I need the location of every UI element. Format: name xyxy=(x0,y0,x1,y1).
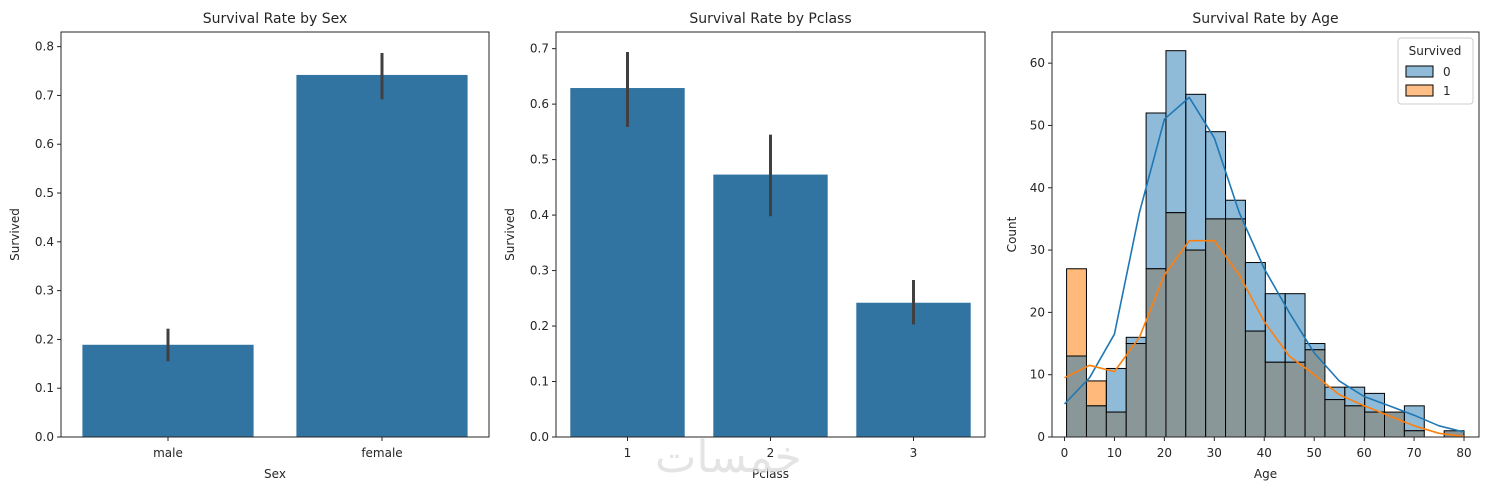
x-tick-label: 10 xyxy=(1107,446,1122,460)
y-tick-label: 0.1 xyxy=(35,381,54,395)
legend-label-1: 1 xyxy=(1443,84,1451,98)
y-tick-label: 0.7 xyxy=(35,88,54,102)
y-tick-label: 30 xyxy=(1030,243,1045,257)
y-tick-label: 0.1 xyxy=(530,375,549,389)
chart-title: Survival Rate by Pclass xyxy=(689,11,851,27)
hist-bar-overlap xyxy=(1324,399,1346,438)
y-tick-label: 0.5 xyxy=(35,186,54,200)
y-tick-label: 0.0 xyxy=(530,430,549,444)
y-tick-label: 0.3 xyxy=(35,284,54,298)
y-tick-label: 0 xyxy=(1037,430,1045,444)
hist-bar-overlap xyxy=(1264,361,1286,438)
hist-bar-overlap xyxy=(1403,430,1425,438)
hist-bar-upper xyxy=(1145,112,1167,270)
x-tick-label: 50 xyxy=(1307,446,1322,460)
bar-2 xyxy=(713,174,828,437)
x-tick-label: 70 xyxy=(1406,446,1421,460)
bar-1 xyxy=(570,88,685,438)
hist-bar-overlap xyxy=(1344,405,1366,438)
hist-bar-upper xyxy=(1105,367,1127,413)
hist-bar-upper xyxy=(1066,268,1087,357)
axes-frame xyxy=(1051,31,1480,438)
x-axis-label: Sex xyxy=(264,467,286,481)
x-tick-label: female xyxy=(361,446,402,460)
hist-bar-overlap xyxy=(1125,343,1147,438)
y-tick-label: 0.3 xyxy=(530,264,549,278)
y-tick-label: 0.4 xyxy=(530,208,549,222)
hist-bar-overlap xyxy=(1284,361,1306,438)
y-tick-label: 0.6 xyxy=(35,137,54,151)
x-tick-label: 20 xyxy=(1157,446,1172,460)
y-tick-label: 0.2 xyxy=(530,319,549,333)
hist-bar-upper xyxy=(1284,293,1306,363)
hist-bar-overlap xyxy=(1185,249,1207,438)
y-axis-label: Survived xyxy=(8,208,22,261)
y-tick-label: 10 xyxy=(1030,368,1045,382)
hist-bar-upper xyxy=(1304,343,1326,351)
bar-female xyxy=(296,74,468,437)
legend-title: Survived xyxy=(1409,44,1462,58)
hist-bar-overlap xyxy=(1105,411,1127,438)
x-axis-label: Pclass xyxy=(752,467,789,481)
y-tick-label: 20 xyxy=(1030,305,1045,319)
kde-line-0 xyxy=(1063,96,1465,433)
hist-bar-overlap xyxy=(1085,405,1107,438)
chart-title: Survival Rate by Sex xyxy=(203,11,348,27)
hist-bar-overlap xyxy=(1165,212,1187,438)
hist-bar-upper xyxy=(1205,131,1227,220)
y-tick-label: 0.2 xyxy=(35,332,54,346)
x-tick-label: 30 xyxy=(1207,446,1222,460)
y-tick-label: 0.7 xyxy=(530,42,549,56)
hist-bar-upper xyxy=(1085,380,1107,407)
x-tick-label: 80 xyxy=(1456,446,1471,460)
x-tick-label: 40 xyxy=(1257,446,1272,460)
y-tick-label: 40 xyxy=(1030,181,1045,195)
y-tick-label: 50 xyxy=(1030,118,1045,132)
hist-bar-upper xyxy=(1324,386,1346,401)
y-tick-label: 0.0 xyxy=(35,430,54,444)
hist-bar-overlap xyxy=(1364,411,1386,438)
axes-frame xyxy=(60,31,490,438)
hist-bar-overlap xyxy=(1244,330,1266,438)
legend-swatch-0 xyxy=(1405,65,1434,78)
hist-bar-overlap xyxy=(1225,218,1246,438)
kde-line-1 xyxy=(1064,239,1465,438)
y-axis-label: Survived xyxy=(503,208,517,261)
hist-bar-upper xyxy=(1165,50,1187,214)
x-tick-label: 60 xyxy=(1356,446,1371,460)
x-axis-label: Age xyxy=(1254,467,1277,481)
x-tick-label: male xyxy=(153,446,183,460)
y-tick-label: 0.4 xyxy=(35,235,54,249)
hist-bar-upper xyxy=(1244,262,1266,332)
y-tick-label: 0.6 xyxy=(530,97,549,111)
y-tick-label: 60 xyxy=(1030,56,1045,70)
y-axis-label: Count xyxy=(1005,216,1019,252)
x-tick-label: 3 xyxy=(910,446,918,460)
x-tick-label: 0 xyxy=(1061,446,1069,460)
chart-title: Survival Rate by Age xyxy=(1192,11,1338,27)
axes-frame xyxy=(555,31,986,438)
bar-3 xyxy=(856,302,971,437)
legend-swatch-1 xyxy=(1405,84,1434,97)
x-tick-label: 1 xyxy=(624,446,632,460)
legend-label-0: 0 xyxy=(1443,65,1451,79)
y-tick-label: 0.8 xyxy=(35,40,54,54)
y-tick-label: 0.5 xyxy=(530,153,549,167)
hist-bar-overlap xyxy=(1304,349,1326,438)
x-tick-label: 2 xyxy=(767,446,775,460)
